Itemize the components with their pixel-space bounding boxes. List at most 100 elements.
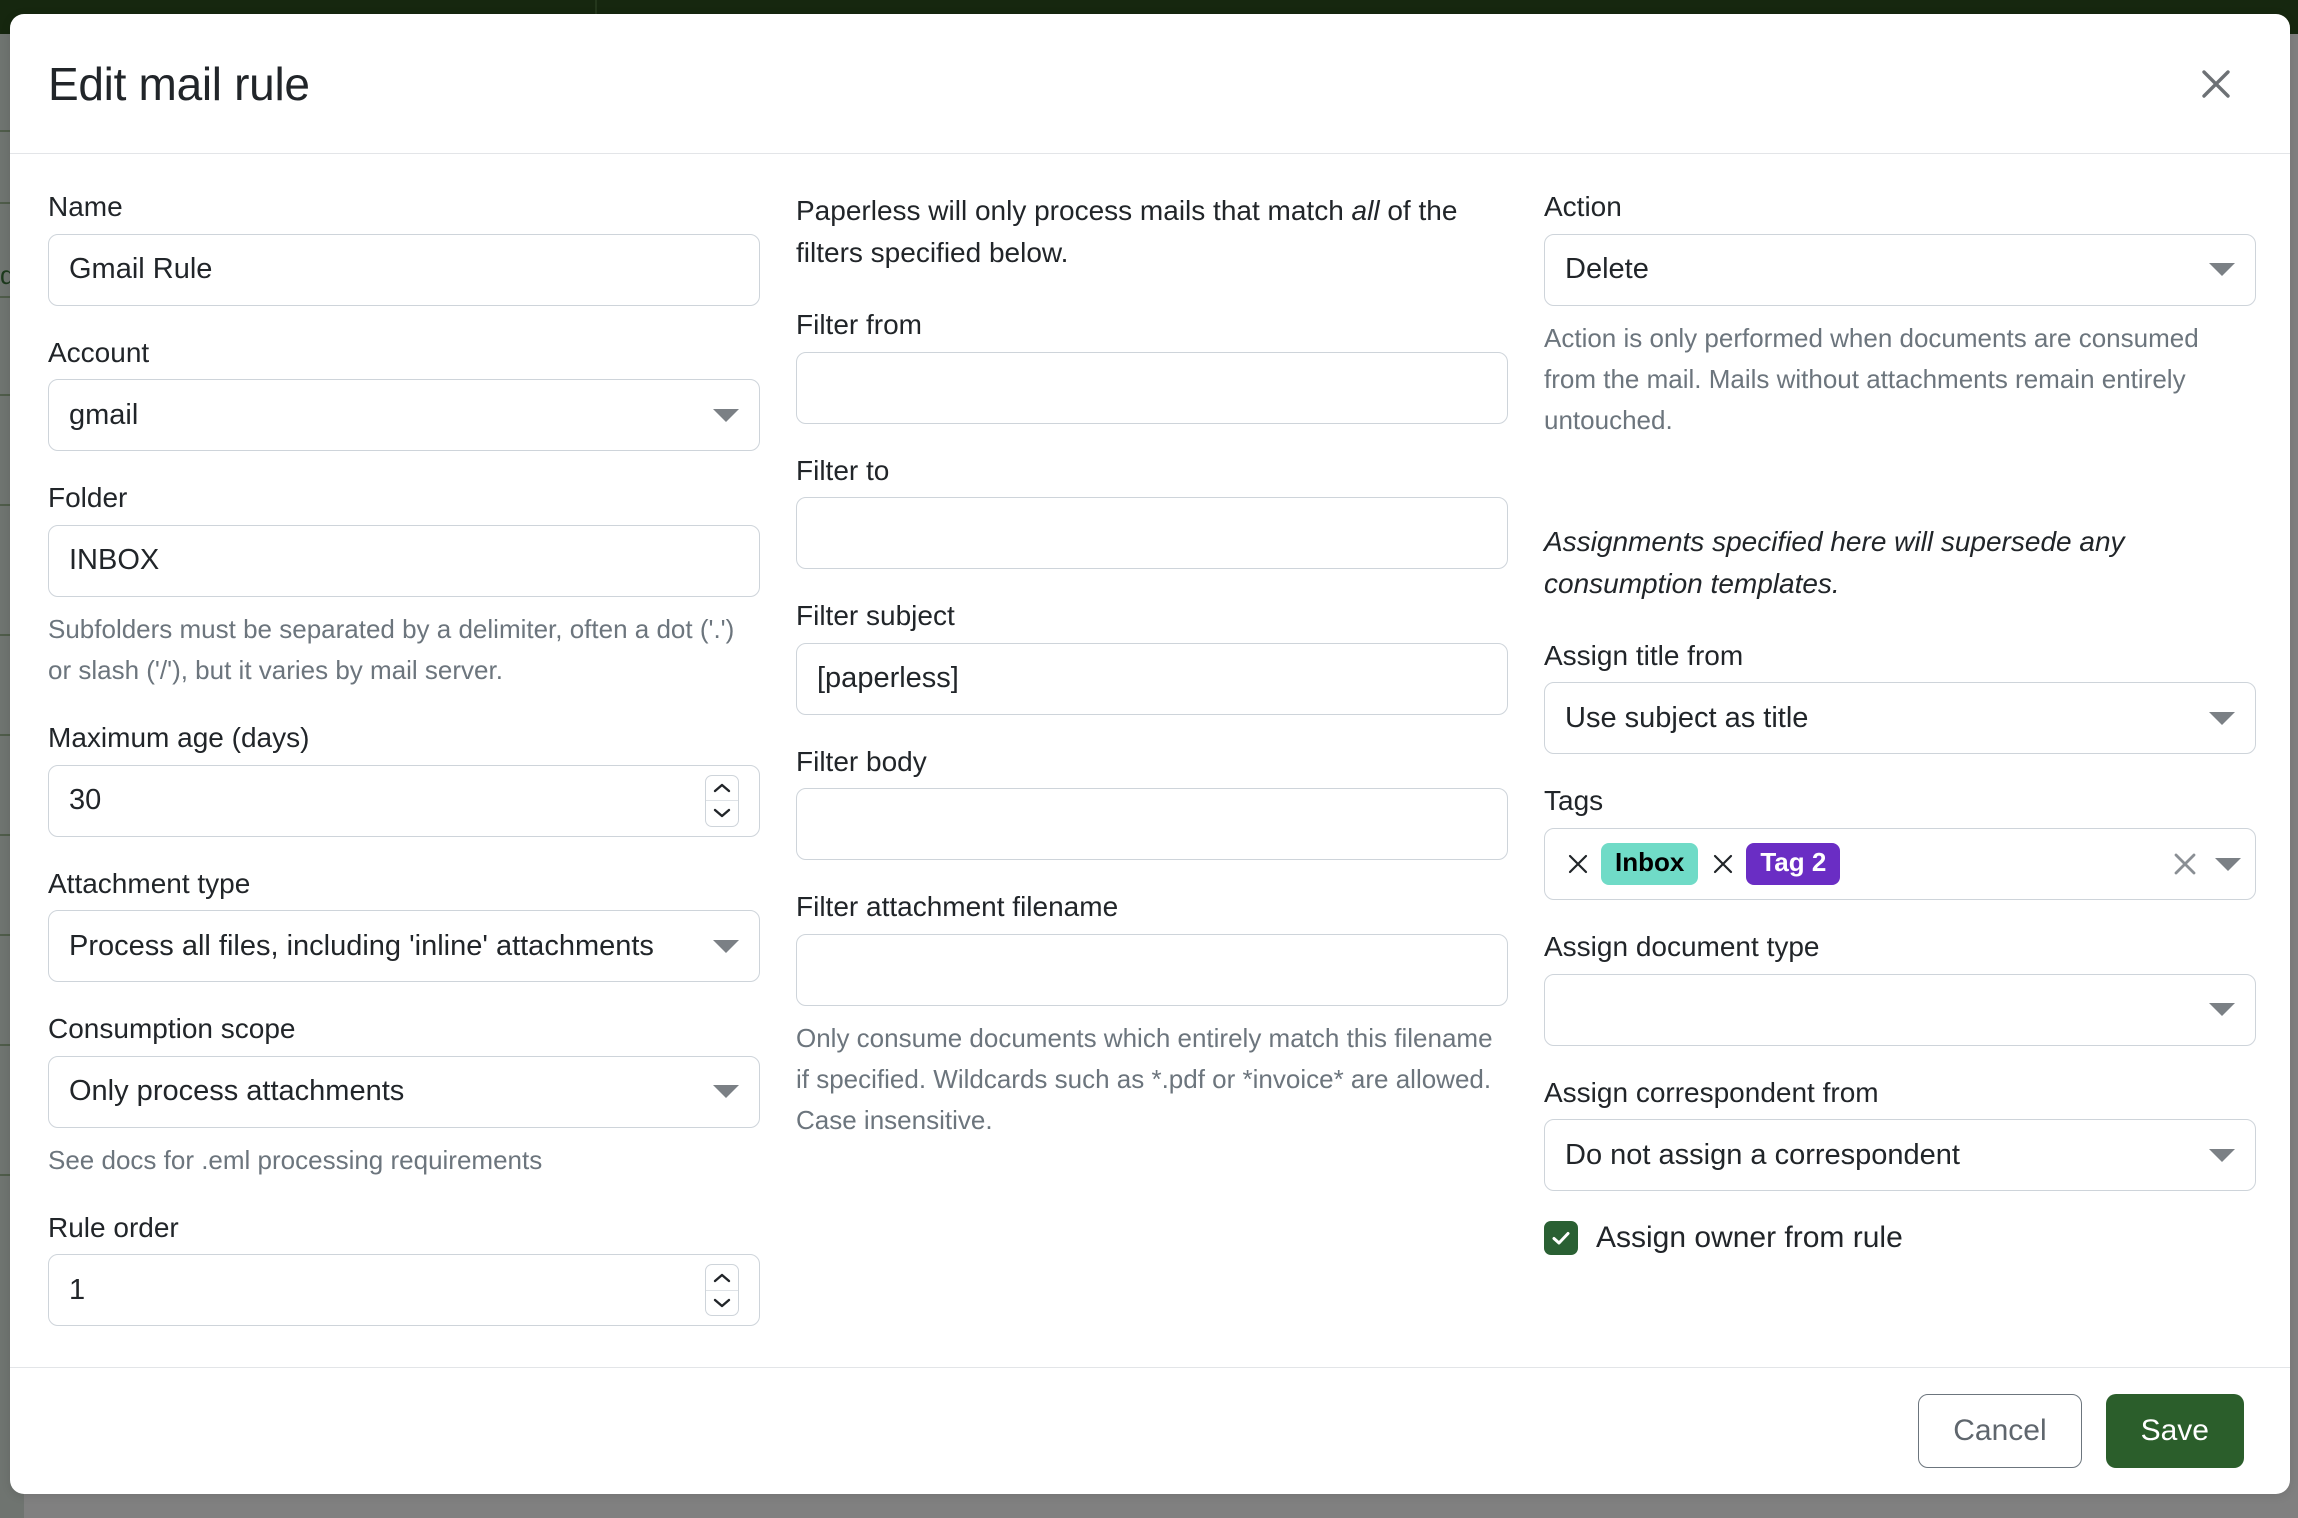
folder-input[interactable]: INBOX — [48, 524, 760, 597]
chevron-down-icon — [2209, 711, 2235, 725]
action-select-value: Delete — [1565, 253, 1649, 286]
tag-pill[interactable]: Inbox — [1601, 843, 1699, 885]
save-button[interactable]: Save — [2105, 1394, 2244, 1468]
consumption-scope-select[interactable]: Only process attachments — [48, 1055, 760, 1128]
column-actions: Action Delete Action is only performed w… — [1544, 190, 2256, 1256]
filter-attachment-filename-label: Filter attachment filename — [796, 891, 1119, 923]
dialog-header: Edit mail rule — [10, 14, 2290, 154]
tag-item: Inbox — [1563, 843, 1699, 885]
tag-pill[interactable]: Tag 2 — [1746, 843, 1841, 885]
close-icon-glyph — [2202, 69, 2230, 98]
chevron-down-icon — [2209, 1003, 2235, 1017]
assign-title-from-select[interactable]: Use subject as title — [1544, 682, 2256, 755]
assign-document-type-select[interactable] — [1544, 973, 2256, 1046]
close-icon[interactable] — [2188, 56, 2244, 112]
action-label: Action — [1544, 191, 1622, 222]
chevron-up-icon[interactable] — [706, 1265, 738, 1290]
maximum-age-value: 30 — [69, 784, 102, 817]
filter-body-input[interactable] — [796, 788, 1508, 861]
field-name: Name Gmail Rule — [48, 190, 760, 306]
chevron-up-icon[interactable] — [706, 776, 738, 801]
field-assign-owner-from-rule[interactable]: Assign owner from rule — [1544, 1221, 2256, 1256]
folder-label: Folder — [48, 482, 128, 514]
consumption-scope-label: Consumption scope — [48, 1013, 296, 1045]
attachment-type-select[interactable]: Process all files, including 'inline' at… — [48, 910, 760, 983]
chevron-down-icon — [713, 1085, 739, 1099]
field-account: Account gmail — [48, 336, 760, 452]
field-filter-body: Filter body — [796, 745, 1508, 861]
assign-document-type-label: Assign document type — [1544, 931, 1820, 963]
name-input[interactable]: Gmail Rule — [48, 233, 760, 306]
chevron-down-icon[interactable] — [2215, 857, 2241, 871]
filter-from-label: Filter from — [796, 309, 922, 340]
filter-to-input[interactable] — [796, 497, 1508, 570]
action-select[interactable]: Delete — [1544, 233, 2256, 306]
remove-tag-icon[interactable] — [1563, 849, 1593, 879]
field-rule-order: Rule order 1 — [48, 1211, 760, 1327]
rule-order-stepper[interactable]: 1 — [48, 1254, 760, 1327]
check-icon — [1552, 1232, 1570, 1245]
maximum-age-label: Maximum age (days) — [48, 721, 310, 753]
field-filter-attachment-filename: Filter attachment filename Only consume … — [796, 890, 1508, 1141]
filters-intro-text: Paperless will only process mails that m… — [796, 190, 1508, 274]
rule-order-label: Rule order — [48, 1211, 179, 1243]
field-filter-to: Filter to — [796, 454, 1508, 570]
column-general: Name Gmail Rule Account gmail Folder INB… — [48, 190, 760, 1356]
chevron-down-icon — [713, 408, 739, 422]
filter-subject-label: Filter subject — [796, 600, 955, 632]
cancel-button[interactable]: Cancel — [1918, 1394, 2082, 1468]
tags-actions — [2169, 848, 2241, 880]
maximum-age-spinner[interactable] — [705, 774, 739, 827]
chevron-down-icon — [2209, 263, 2235, 277]
filter-subject-input[interactable]: [paperless] — [796, 642, 1508, 715]
field-action: Action Delete Action is only performed w… — [1544, 190, 2256, 441]
field-folder: Folder INBOX Subfolders must be separate… — [48, 481, 760, 691]
name-label: Name — [48, 191, 123, 222]
account-select-value: gmail — [69, 398, 139, 431]
dialog-footer: Cancel Save — [10, 1368, 2290, 1494]
assign-title-from-value: Use subject as title — [1565, 701, 1809, 734]
filter-attachment-filename-input[interactable] — [796, 933, 1508, 1006]
field-assign-title-from: Assign title from Use subject as title — [1544, 639, 2256, 755]
assign-owner-checkbox[interactable] — [1544, 1221, 1578, 1256]
maximum-age-stepper[interactable]: 30 — [48, 764, 760, 837]
field-filter-subject: Filter subject [paperless] — [796, 599, 1508, 715]
tags-multiselect[interactable]: Inbox Tag 2 — [1544, 828, 2256, 901]
rule-order-value: 1 — [69, 1273, 86, 1306]
assign-correspondent-from-select[interactable]: Do not assign a correspondent — [1544, 1119, 2256, 1192]
consumption-scope-help-text: See docs for .eml processing requirement… — [48, 1144, 543, 1175]
action-help-text: Action is only performed when documents … — [1544, 322, 2199, 435]
clear-all-tags-icon[interactable] — [2169, 848, 2201, 880]
field-maximum-age: Maximum age (days) 30 — [48, 721, 760, 837]
remove-tag-icon[interactable] — [1708, 849, 1738, 879]
chevron-down-icon[interactable] — [706, 800, 738, 826]
filter-to-label: Filter to — [796, 454, 890, 486]
filters-intro-emphasis: all — [1351, 195, 1380, 226]
attachment-type-label: Attachment type — [48, 867, 251, 899]
attachment-type-value: Process all files, including 'inline' at… — [69, 929, 654, 962]
column-filters: Paperless will only process mails that m… — [796, 190, 1508, 1171]
rule-order-spinner[interactable] — [705, 1264, 739, 1317]
filters-intro-prefix: Paperless will only process mails that m… — [796, 195, 1352, 226]
account-select[interactable]: gmail — [48, 379, 760, 452]
field-consumption-scope: Consumption scope Only process attachmen… — [48, 1012, 760, 1181]
field-tags: Tags Inbox Tag 2 — [1544, 784, 2256, 901]
field-attachment-type: Attachment type Process all files, inclu… — [48, 867, 760, 983]
field-assign-correspondent-from: Assign correspondent from Do not assign … — [1544, 1076, 2256, 1192]
chevron-down-icon[interactable] — [706, 1289, 738, 1316]
consumption-scope-value: Only process attachments — [69, 1075, 405, 1108]
assignments-note: Assignments specified here will supersed… — [1544, 525, 2125, 599]
edit-mail-rule-dialog: Edit mail rule Name Gmail Rule Account g… — [10, 14, 2290, 1494]
tags-label: Tags — [1544, 785, 1604, 817]
filter-body-label: Filter body — [796, 745, 927, 777]
filter-from-input[interactable] — [796, 351, 1508, 424]
filter-subject-value: [paperless] — [817, 662, 959, 695]
name-input-value: Gmail Rule — [69, 253, 213, 286]
filters-intro-suffix: of the filters specified below. — [796, 195, 1458, 268]
field-filter-from: Filter from — [796, 308, 1508, 424]
chevron-down-icon — [713, 939, 739, 953]
dialog-title: Edit mail rule — [48, 57, 310, 110]
assign-correspondent-from-label: Assign correspondent from — [1544, 1076, 1879, 1108]
filter-attachment-filename-help-text: Only consume documents which entirely ma… — [796, 1022, 1493, 1136]
tag-item: Tag 2 — [1708, 843, 1841, 885]
